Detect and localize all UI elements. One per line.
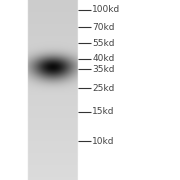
Text: 100kd: 100kd bbox=[92, 5, 121, 14]
Text: 10kd: 10kd bbox=[92, 137, 115, 146]
Text: 70kd: 70kd bbox=[92, 22, 115, 32]
Text: 40kd: 40kd bbox=[92, 54, 115, 63]
Text: 55kd: 55kd bbox=[92, 39, 115, 48]
Text: 15kd: 15kd bbox=[92, 107, 115, 116]
Text: 35kd: 35kd bbox=[92, 65, 115, 74]
Text: 25kd: 25kd bbox=[92, 84, 115, 93]
